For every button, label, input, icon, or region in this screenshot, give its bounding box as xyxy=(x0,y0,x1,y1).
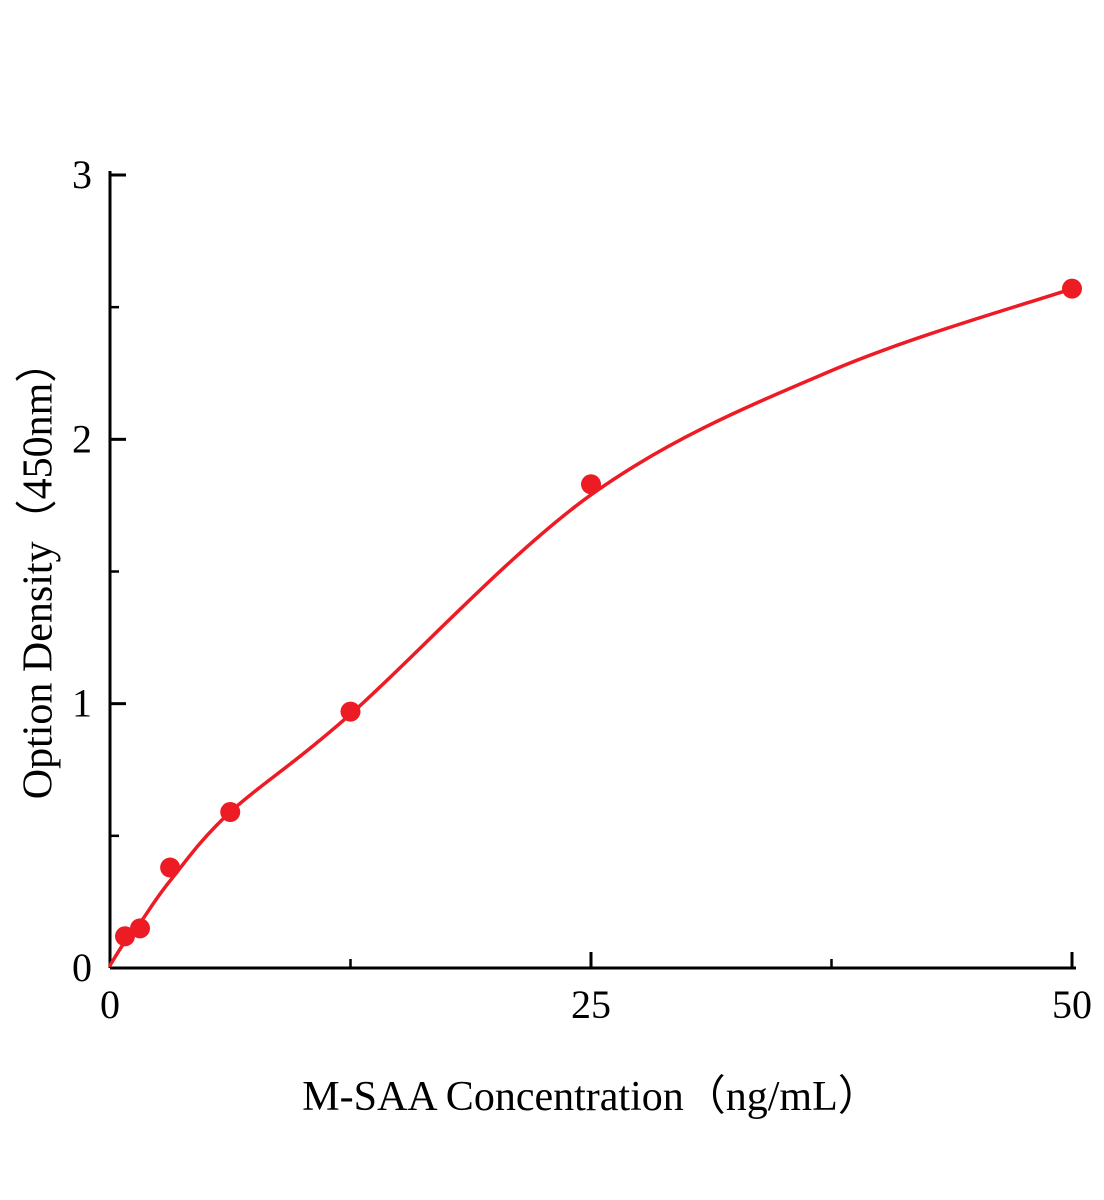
data-point xyxy=(160,857,181,878)
x-tick-label: 50 xyxy=(1052,982,1092,1027)
data-point xyxy=(220,802,241,823)
data-point xyxy=(130,918,151,939)
data-point xyxy=(581,474,601,495)
x-tick-label: 25 xyxy=(571,982,611,1027)
x-axis-title: M-SAA Concentration（ng/mL） xyxy=(302,1074,880,1120)
y-tick-label: 2 xyxy=(72,416,92,461)
data-point xyxy=(340,701,361,722)
y-tick-label: 0 xyxy=(72,945,92,990)
x-tick-label: 0 xyxy=(100,982,120,1027)
data-point xyxy=(1062,278,1082,299)
y-axis-title: Option Density（450nm） xyxy=(15,340,62,800)
data-point xyxy=(115,926,136,947)
y-tick-label: 3 xyxy=(72,152,92,197)
fit-curve xyxy=(108,286,1074,968)
y-tick-label: 1 xyxy=(72,681,92,726)
